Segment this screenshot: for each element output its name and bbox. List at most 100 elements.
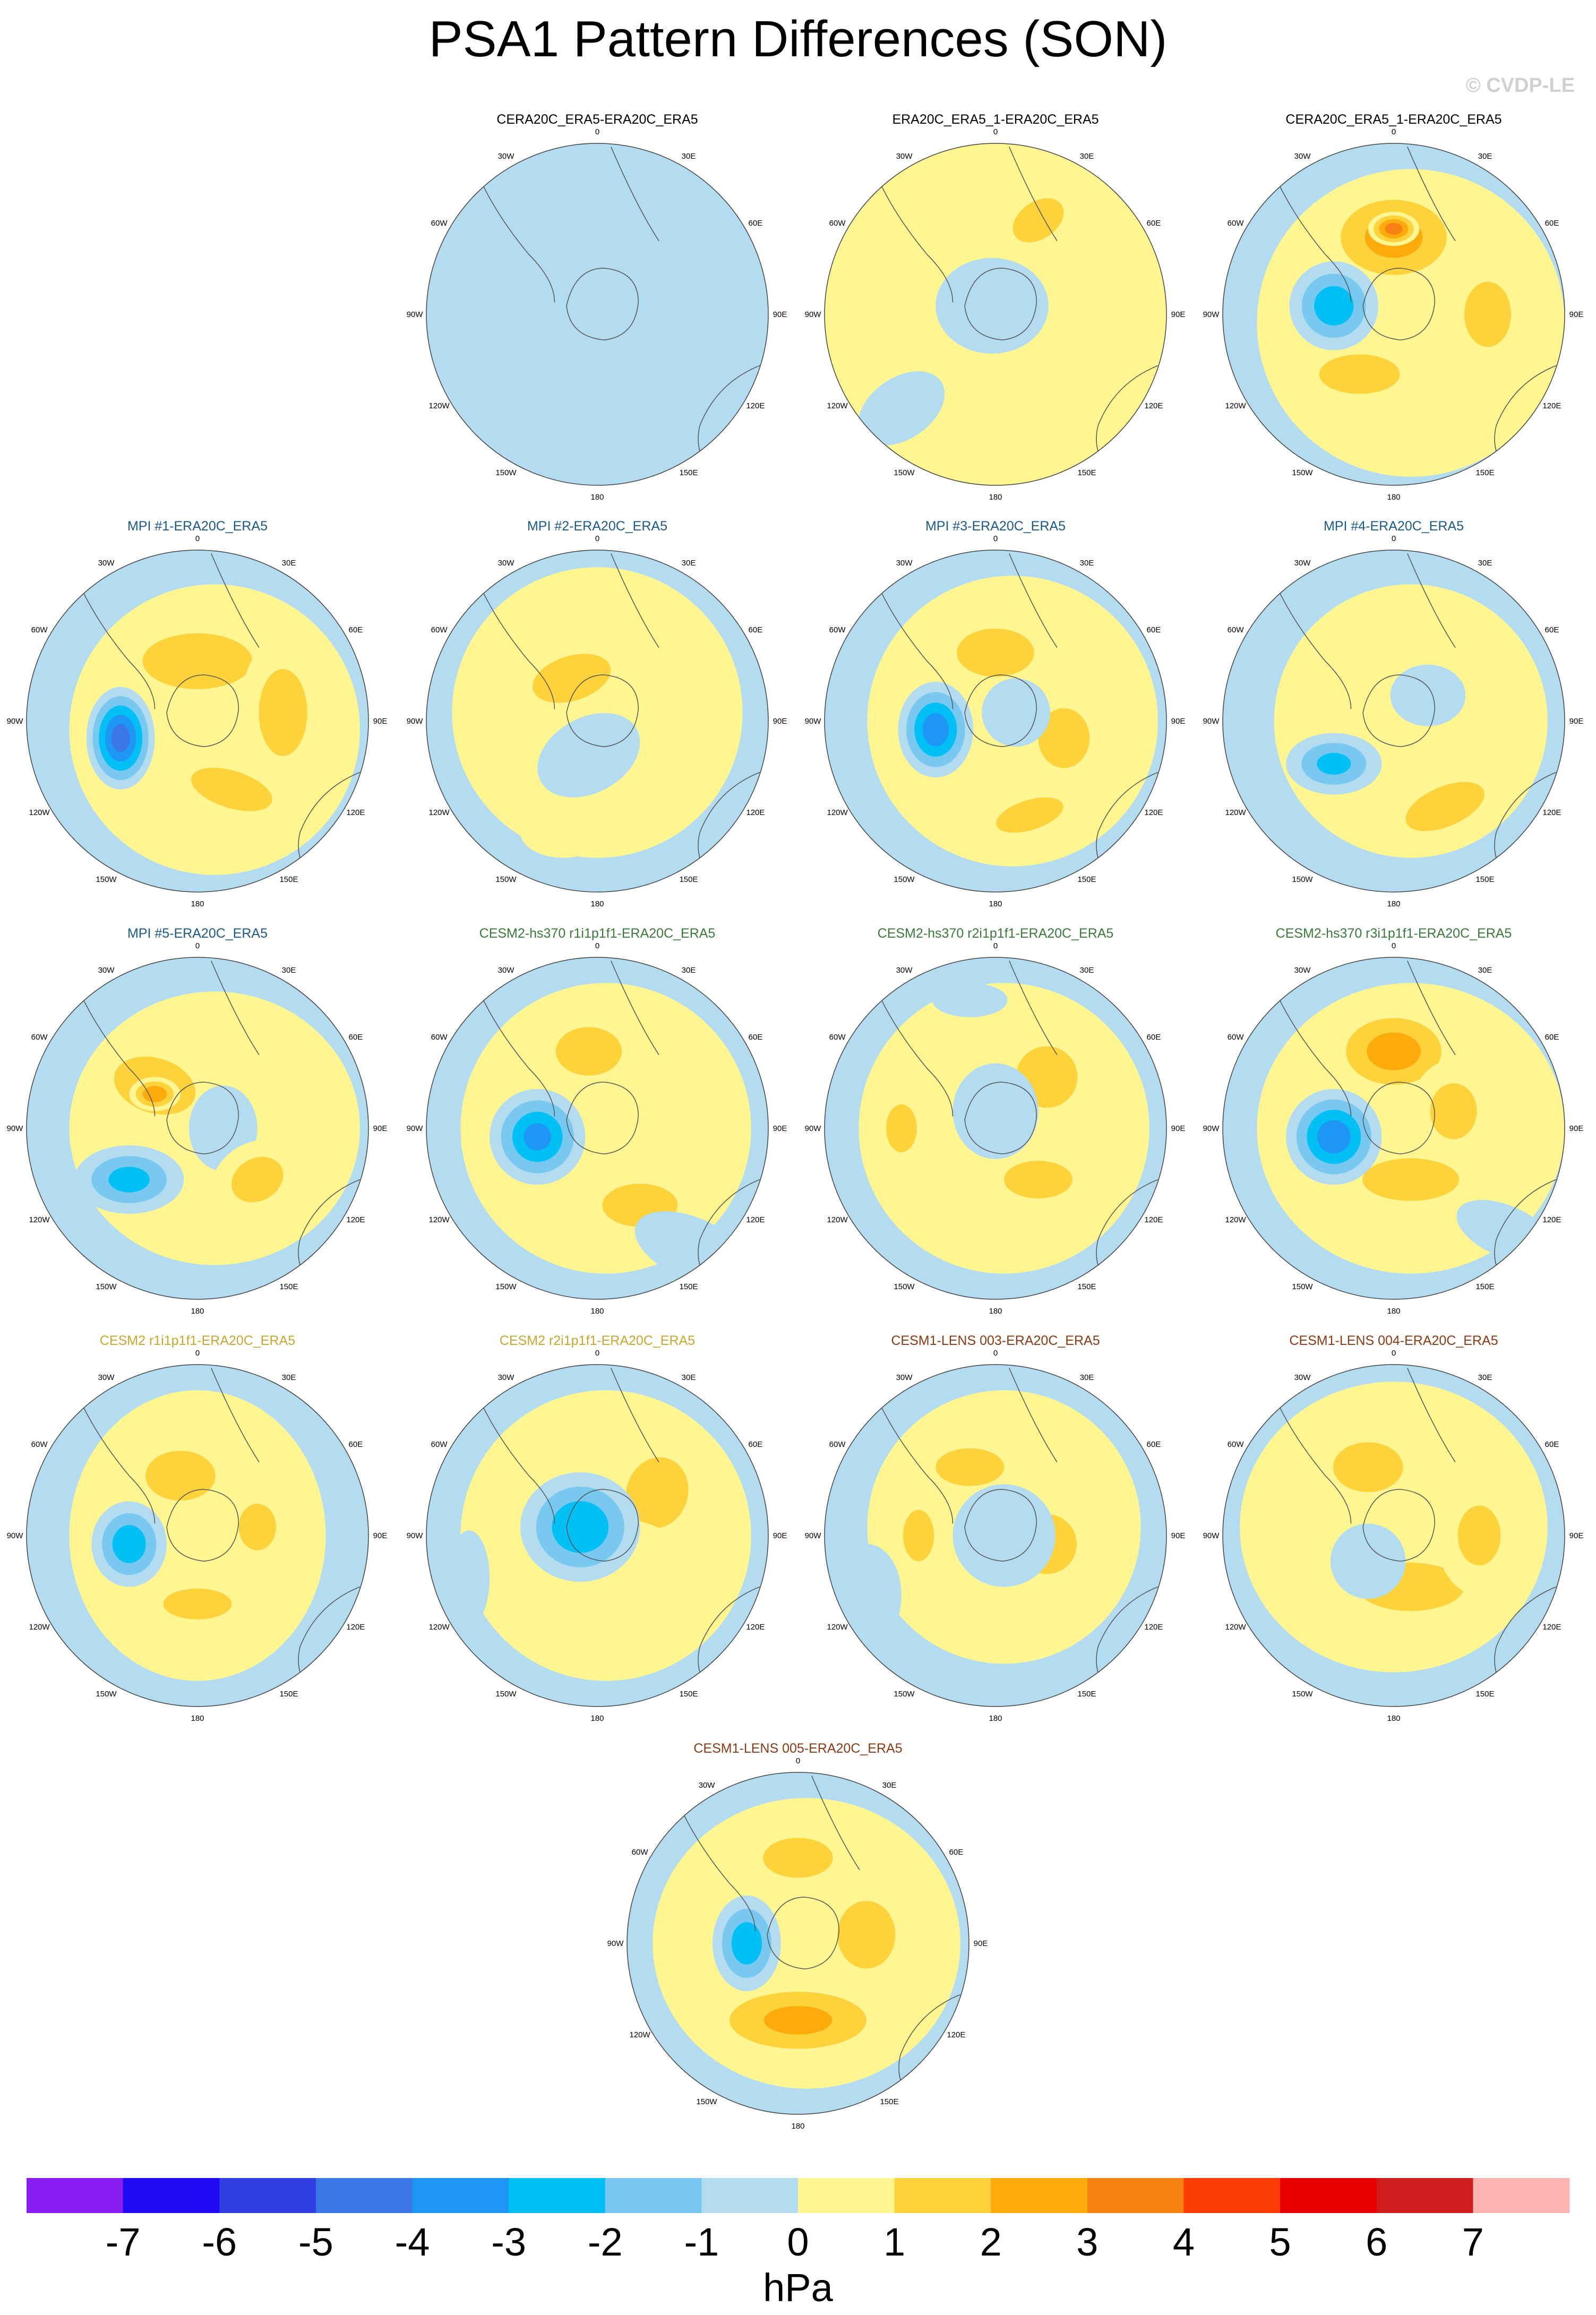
longitude-label: 60E [1545,625,1559,635]
longitude-label: 30W [896,966,913,975]
map-border [426,550,769,893]
longitude-label: 150E [1077,875,1096,884]
longitude-label: 180 [191,1714,204,1723]
contour-band [858,371,945,445]
longitude-label: 150E [1077,468,1096,477]
africa-coastline [211,961,260,1055]
colorbar-swatch [123,2178,220,2213]
contour-field [27,957,368,1299]
longitude-label: 90W [1203,1124,1220,1133]
longitude-label: 120W [827,1623,848,1632]
longitude-label: 120E [1144,401,1163,410]
longitude-label: 120W [1225,808,1246,817]
longitude-label: 60W [31,1440,48,1449]
longitude-label: 30E [682,152,696,161]
contour-band [1319,354,1400,394]
contour-field [825,1365,1166,1707]
contour-band [145,1451,216,1501]
longitude-label: 90E [974,1939,988,1948]
antarctica-coastline [166,1082,239,1155]
longitude-label: 90E [1171,310,1186,319]
longitude-label: 120E [746,808,765,817]
contour-band [944,1587,1081,1639]
africa-coastline [1407,553,1456,648]
longitude-label: 180 [590,493,604,502]
longitude-label: 30W [98,1373,115,1382]
colorbar-tick-label: -6 [202,2220,237,2264]
longitude-label: 150E [1475,468,1494,477]
longitude-label: 30W [699,1781,716,1790]
contour-band [1223,160,1283,263]
longitude-label: 60E [1147,625,1161,635]
longitude-label: 0 [1392,534,1396,543]
longitude-label: 60W [431,1033,448,1042]
longitude-label: 120E [947,2030,965,2039]
longitude-label: 60W [829,1440,846,1449]
longitude-label: 30E [1478,559,1492,568]
longitude-label: 180 [989,899,1002,908]
longitude-label: 90E [373,717,388,726]
longitude-label: 120W [1225,1623,1246,1632]
contour-band [625,1457,689,1529]
longitude-label: 90W [7,1531,24,1540]
contour-band [953,1063,1039,1159]
longitude-label: 180 [1387,1714,1400,1723]
longitude-label: 150E [1475,1690,1494,1699]
longitude-label: 30E [682,1373,696,1382]
contour-field [1223,143,1565,485]
longitude-label: 60W [829,219,846,228]
longitude-label: 150E [679,1282,698,1291]
longitude-label: 150E [1475,875,1494,884]
colorbar-swatch [1183,2178,1281,2213]
longitude-label: 90W [407,310,424,319]
longitude-label: 150W [894,1282,915,1291]
contour-band [936,258,1049,354]
africa-coastline [1009,147,1058,241]
colorbar-tick-label: 0 [787,2220,809,2264]
longitude-label: 60E [1545,1440,1559,1449]
longitude-label: 150E [1475,1282,1494,1291]
longitude-label: 90E [1569,717,1584,726]
antarctica-coastline [964,674,1037,748]
polar-map: 0 30E 60E 90E 120E 150E 180 150W 120W 90W 60W 30W [805,941,1186,1316]
longitude-label: 180 [590,1714,604,1723]
map-border [824,957,1167,1300]
contour-field [627,1772,969,2114]
longitude-label: 150E [1077,1690,1096,1699]
longitude-label: 150W [495,1282,517,1291]
longitude-label: 30W [498,1373,515,1382]
colorbar [27,2178,1569,2213]
longitude-label: 0 [993,941,998,950]
africa-coastline [1407,961,1456,1055]
panel-title: ERA20C_ERA5_1-ERA20C_ERA5 [892,112,1099,127]
colorbar-tick-label: -3 [491,2220,527,2264]
longitude-label: 30E [682,559,696,568]
polar-map: 0 30E 60E 90E 120E 150E 180 150W 120W 90W 60W 30W [407,941,787,1316]
map-border [824,550,1167,893]
polar-map: 0 30E 60E 90E 120E 150E 180 150W 120W 90W 60W 30W [1203,534,1584,908]
longitude-label: 120W [428,401,450,410]
africa-coastline [811,1776,860,1870]
longitude-label: 30E [1478,966,1492,975]
contour-band [996,797,1063,833]
longitude-label: 90W [7,1124,24,1133]
longitude-label: 30E [282,966,296,975]
antarctica-coastline [166,674,239,748]
longitude-label: 150E [279,1282,298,1291]
longitude-label: 90W [407,1531,424,1540]
longitude-label: 180 [1387,1307,1400,1316]
contour-band [1390,664,1466,726]
polar-map: 0 30E 60E 90E 120E 150E 180 150W 120W 90W 60W 30W [407,534,787,908]
longitude-label: 120E [1542,1623,1561,1632]
contour-band [957,628,1034,677]
longitude-label: 180 [791,2122,804,2131]
longitude-label: 90W [805,310,822,319]
longitude-label: 120W [428,808,450,817]
colorbar-units: hPa [763,2266,833,2310]
contour-band [111,724,130,752]
africa-coastline [1009,553,1058,648]
colorbar-tick-label: -4 [394,2220,430,2264]
longitude-label: 150E [679,468,698,477]
contour-band [448,1530,490,1626]
panel-title: CESM2 r2i1p1f1-ERA20C_ERA5 [499,1333,696,1348]
